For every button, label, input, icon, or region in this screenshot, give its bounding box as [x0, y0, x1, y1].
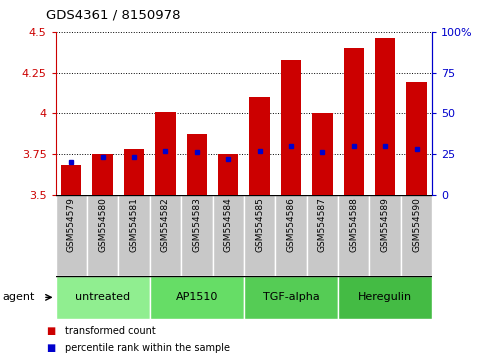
Bar	[375, 38, 396, 195]
Bar	[249, 97, 270, 195]
Text: GSM554590: GSM554590	[412, 197, 421, 252]
Text: GSM554579: GSM554579	[67, 197, 76, 252]
Bar	[150, 195, 181, 276]
Text: TGF-alpha: TGF-alpha	[263, 292, 319, 302]
Bar	[87, 195, 118, 276]
Bar	[343, 48, 364, 195]
Bar	[369, 195, 401, 276]
Bar	[244, 195, 275, 276]
Text: GSM554581: GSM554581	[129, 197, 139, 252]
Bar	[56, 195, 87, 276]
Text: transformed count: transformed count	[65, 326, 156, 336]
Bar	[406, 82, 427, 195]
Text: AP1510: AP1510	[176, 292, 218, 302]
Bar	[401, 195, 432, 276]
Bar	[186, 135, 207, 195]
Text: ■: ■	[46, 343, 55, 353]
Text: ■: ■	[46, 326, 55, 336]
Bar	[244, 276, 338, 319]
Bar	[213, 195, 244, 276]
Bar	[218, 154, 239, 195]
Bar	[124, 149, 144, 195]
Text: percentile rank within the sample: percentile rank within the sample	[65, 343, 230, 353]
Text: GSM554586: GSM554586	[286, 197, 296, 252]
Bar	[281, 59, 301, 195]
Bar	[92, 154, 113, 195]
Bar	[307, 195, 338, 276]
Bar	[56, 276, 150, 319]
Text: GSM554580: GSM554580	[98, 197, 107, 252]
Text: GSM554587: GSM554587	[318, 197, 327, 252]
Text: GDS4361 / 8150978: GDS4361 / 8150978	[46, 8, 180, 21]
Bar	[61, 165, 82, 195]
Bar	[118, 195, 150, 276]
Bar	[338, 195, 369, 276]
Bar	[150, 276, 244, 319]
Text: GSM554583: GSM554583	[192, 197, 201, 252]
Text: GSM554584: GSM554584	[224, 197, 233, 252]
Text: GSM554585: GSM554585	[255, 197, 264, 252]
Bar	[181, 195, 213, 276]
Text: GSM554582: GSM554582	[161, 197, 170, 252]
Bar	[312, 113, 333, 195]
Bar	[155, 112, 176, 195]
Text: untreated: untreated	[75, 292, 130, 302]
Text: GSM554588: GSM554588	[349, 197, 358, 252]
Text: Heregulin: Heregulin	[358, 292, 412, 302]
Text: agent: agent	[2, 292, 35, 302]
Bar	[338, 276, 432, 319]
Text: GSM554589: GSM554589	[381, 197, 390, 252]
Bar	[275, 195, 307, 276]
